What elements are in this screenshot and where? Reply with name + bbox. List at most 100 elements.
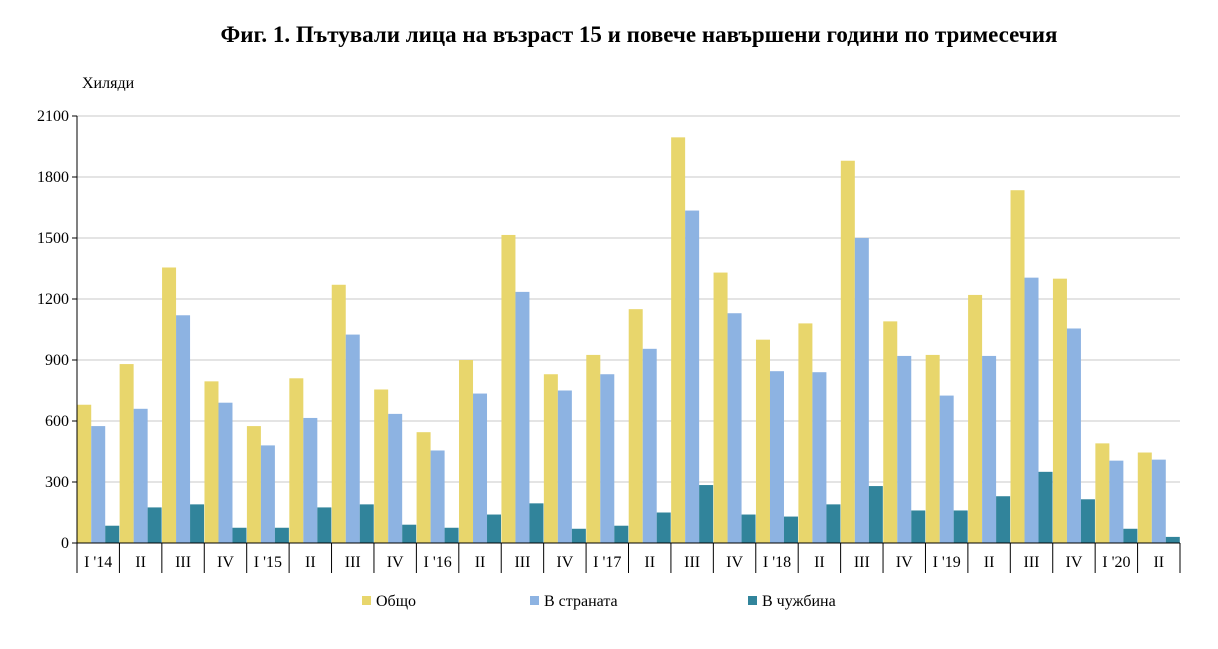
y-tick-label: 1800	[37, 169, 69, 186]
x-tick-label: II	[1153, 554, 1164, 571]
bar-В страната-II	[1151, 459, 1166, 543]
y-tick-label: 1500	[37, 230, 69, 247]
bar-Общо-I '15	[246, 426, 261, 543]
bar-Общо-I '19	[925, 354, 940, 543]
bar-В чужбина-IV	[1080, 499, 1095, 543]
x-tick-label: III	[175, 554, 191, 571]
bar-Общо-IV	[204, 381, 219, 543]
bar-В чужбина-II	[996, 496, 1011, 543]
bar-В страната-II	[473, 393, 488, 543]
bar-В страната-I '20	[1109, 460, 1124, 543]
bar-Общо-II	[968, 294, 983, 543]
bar-В страната-III	[176, 315, 191, 543]
x-tick-label: II	[644, 554, 655, 571]
bar-Общо-I '17	[586, 354, 601, 543]
bar-Общо-II	[628, 309, 643, 543]
bar-В чужбина-II	[147, 507, 162, 543]
bar-В чужбина-I '14	[105, 525, 120, 543]
bar-В страната-II	[982, 355, 997, 543]
bar-В страната-IV	[388, 413, 403, 543]
x-tick-label: II	[475, 554, 486, 571]
bar-Общо-I '18	[755, 339, 770, 543]
bar-В страната-I '14	[91, 426, 106, 543]
bar-В страната-IV	[1066, 328, 1081, 543]
legend-swatch	[362, 596, 371, 605]
bar-Общо-IV	[713, 272, 728, 543]
bar-Общо-III	[331, 284, 346, 543]
bar-Общо-II	[1137, 452, 1152, 543]
y-tick-label: 2100	[37, 108, 69, 125]
bar-В страната-III	[1024, 277, 1039, 543]
y-tick-label: 600	[45, 413, 69, 430]
x-tick-label: III	[514, 554, 530, 571]
bar-В чужбина-I '17	[614, 525, 629, 543]
bar-В чужбина-II	[826, 504, 841, 543]
bar-Общо-II	[289, 378, 304, 543]
x-tick-label: IV	[217, 554, 234, 571]
chart-title: Фиг. 1. Пътували лица на възраст 15 и по…	[220, 22, 1058, 47]
bar-В страната-IV	[727, 313, 742, 543]
bar-В чужбина-IV	[741, 514, 756, 543]
bar-Общо-IV	[1052, 278, 1067, 543]
bar-Общо-IV	[883, 321, 898, 543]
bar-В чужбина-III	[1038, 471, 1053, 543]
bar-В чужбина-I '15	[274, 527, 289, 543]
x-tick-label: III	[854, 554, 870, 571]
x-tick-label: IV	[387, 554, 404, 571]
bar-Общо-I '20	[1095, 443, 1110, 543]
bar-Общо-I '16	[416, 432, 431, 543]
x-tick-label: I '17	[593, 554, 621, 571]
x-tick-label: II	[305, 554, 316, 571]
y-tick-label: 900	[45, 352, 69, 369]
bar-В чужбина-III	[529, 503, 544, 543]
x-tick-label: II	[984, 554, 995, 571]
x-tick-label: II	[814, 554, 825, 571]
x-tick-label: I '19	[933, 554, 961, 571]
bar-В страната-I '19	[939, 395, 954, 543]
bar-В страната-IV	[218, 402, 233, 543]
legend-swatch	[530, 596, 539, 605]
bar-В чужбина-IV	[911, 510, 926, 543]
bar-В страната-III	[854, 238, 869, 543]
bar-В чужбина-III	[190, 504, 205, 543]
legend-label: Общо	[376, 593, 416, 610]
bar-В чужбина-IV	[232, 527, 247, 543]
bar-В чужбина-II	[656, 512, 671, 543]
bar-В чужбина-II	[1165, 536, 1180, 543]
legend-label: В чужбина	[762, 593, 836, 610]
bar-В страната-IV	[897, 355, 912, 543]
bar-Общо-III	[162, 267, 177, 543]
x-tick-label: III	[345, 554, 361, 571]
x-tick-label: II	[135, 554, 146, 571]
y-tick-label: 0	[61, 535, 69, 552]
bar-В страната-III	[345, 334, 360, 543]
x-tick-label: IV	[896, 554, 913, 571]
y-tick-label: 300	[45, 474, 69, 491]
bar-Общо-III	[840, 160, 855, 543]
x-tick-label: I '16	[423, 554, 451, 571]
bar-В страната-II	[133, 408, 148, 543]
bar-В страната-II	[303, 417, 318, 543]
bar-Общо-II	[119, 364, 134, 543]
bar-В чужбина-IV	[402, 524, 417, 543]
bar-Общо-III	[671, 137, 686, 543]
bar-В чужбина-II	[317, 507, 332, 543]
bar-В чужбина-I '16	[444, 527, 459, 543]
bar-В чужбина-I '20	[1123, 528, 1138, 543]
x-tick-label: III	[684, 554, 700, 571]
bar-Общо-II	[459, 360, 474, 543]
bar-Общо-II	[798, 323, 813, 543]
bar-В чужбина-I '18	[783, 516, 798, 543]
bar-В чужбина-I '19	[953, 510, 968, 543]
y-tick-label: 1200	[37, 291, 69, 308]
y-axis-label: Хиляди	[82, 75, 135, 92]
bar-В страната-I '17	[600, 374, 615, 543]
bar-Общо-I '14	[77, 404, 92, 543]
bar-Общо-IV	[374, 389, 389, 543]
bar-Общо-IV	[543, 374, 558, 543]
bar-В страната-III	[515, 291, 530, 543]
legend-swatch	[748, 596, 757, 605]
bar-В страната-I '15	[260, 445, 275, 543]
x-tick-label: I '15	[254, 554, 282, 571]
